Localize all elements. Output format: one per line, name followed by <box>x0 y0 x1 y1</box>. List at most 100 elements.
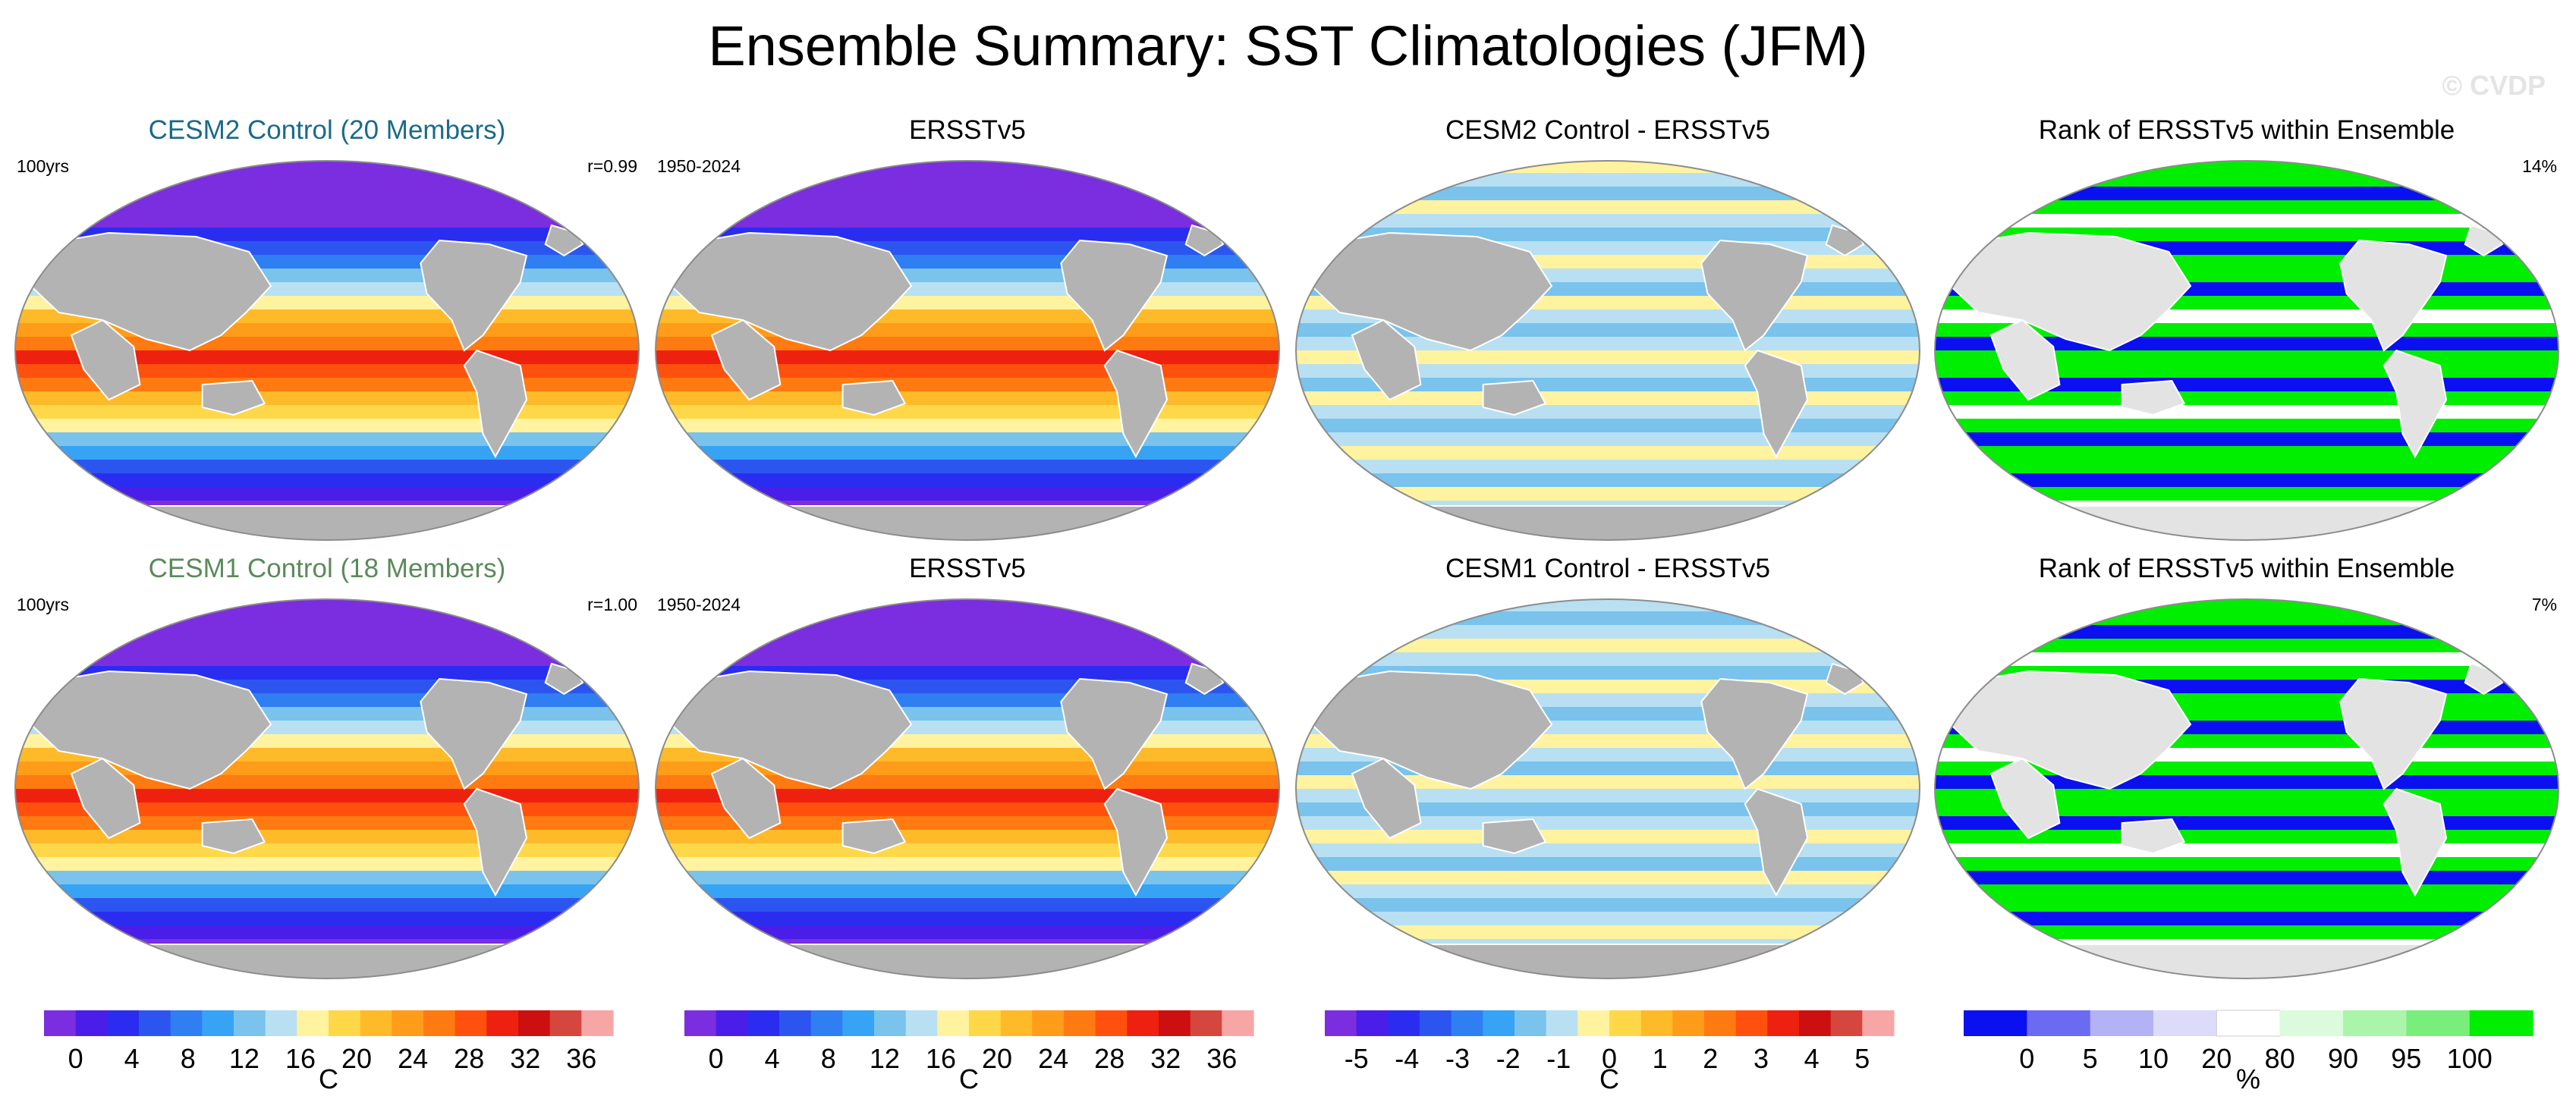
colorbar-tick-label: 16 <box>285 1043 316 1074</box>
panel-title: CESM2 Control (20 Members) <box>148 115 506 145</box>
colorbar-tick-label: 12 <box>870 1043 900 1074</box>
colorbar-swatch <box>202 1010 234 1036</box>
colorbar-swatch <box>297 1010 329 1036</box>
colorbar-swatch <box>75 1010 108 1036</box>
panel-left-label: 1950-2024 <box>657 595 741 614</box>
map-panel-rank <box>1933 598 2560 980</box>
map-boundary <box>655 160 1280 541</box>
panel-left-label: 100yrs <box>17 595 70 614</box>
colorbar-swatch <box>1964 1010 2027 1036</box>
land-mask <box>1935 224 2559 540</box>
ocean-field <box>1296 599 1920 978</box>
colorbar-tick-label: 4 <box>124 1043 140 1074</box>
colorbar-swatch <box>486 1010 519 1036</box>
colorbar-swatch <box>1735 1010 1768 1036</box>
land-mask <box>15 224 639 540</box>
ocean-field <box>656 161 1279 540</box>
land-mask <box>1296 662 1920 978</box>
land-mask <box>656 224 1279 540</box>
colorbar-tick-label: 5 <box>1854 1043 1870 1074</box>
colorbar-swatch <box>2090 1010 2154 1036</box>
colorbar-swatch <box>2406 1010 2471 1036</box>
colorbar-tick-label: 5 <box>2083 1043 2098 1074</box>
colorbar-swatch <box>1222 1010 1254 1036</box>
colorbar-tick-label: 90 <box>2328 1043 2358 1074</box>
colorbar-tick-label: 8 <box>181 1043 196 1074</box>
colorbar-swatch <box>1064 1010 1096 1036</box>
colorbar-swatch <box>747 1010 780 1036</box>
figure-title: Ensemble Summary: SST Climatologies (JFM… <box>708 14 1868 77</box>
colorbar-2: -5 -4 -3 -2 -1 0 1 2 3 4 5 <box>1310 1009 1909 1096</box>
panel-title: CESM1 Control (18 Members) <box>148 554 506 583</box>
colorbar-swatch <box>518 1010 551 1036</box>
world-map <box>655 598 1280 979</box>
map-panel-diff <box>1294 598 1921 980</box>
colorbar-swatch <box>1356 1010 1389 1036</box>
colorbar-swatch <box>454 1010 487 1036</box>
map-boundary <box>1934 160 2559 541</box>
colorbar-swatch <box>1672 1010 1705 1036</box>
panel-title: CESM2 Control - ERSSTv5 <box>1445 115 1770 145</box>
colorbar-tick-label: 36 <box>566 1043 596 1074</box>
colorbar-tick-label: 1 <box>1653 1043 1668 1074</box>
colorbar-swatch <box>423 1010 456 1036</box>
colorbar-units: C <box>959 1063 979 1095</box>
colorbar-swatch <box>1514 1010 1547 1036</box>
colorbar: 0 4 8 12 16 20 24 28 32 36 <box>44 1010 614 1074</box>
colorbar-swatch <box>107 1010 140 1036</box>
colorbar-swatch <box>2279 1010 2344 1036</box>
colorbar-swatch <box>44 1010 77 1036</box>
colorbar-swatch <box>1000 1010 1033 1036</box>
colorbar-swatch <box>1862 1010 1895 1036</box>
colorbar-swatch <box>265 1010 297 1036</box>
colorbar-swatch <box>329 1010 361 1036</box>
colorbar-swatch <box>716 1010 748 1036</box>
map-boundary <box>14 598 640 979</box>
colorbar-tick-label: 80 <box>2265 1043 2295 1074</box>
colorbar-units: C <box>319 1063 338 1095</box>
world-map <box>1934 160 2559 541</box>
colorbar-tick-label: 0 <box>2019 1043 2034 1074</box>
land-mask <box>15 662 639 978</box>
map-panel-sst <box>654 598 1281 980</box>
map-panel-sst <box>654 159 1281 542</box>
panel-left-label: 100yrs <box>17 156 70 176</box>
colorbar-tick-label: -5 <box>1345 1043 1369 1074</box>
land-mask <box>656 662 1279 978</box>
colorbar-tick-label: 36 <box>1206 1043 1237 1074</box>
colorbar-swatch <box>684 1010 717 1036</box>
colorbar-swatch <box>139 1010 171 1036</box>
colorbar-tick-label: 28 <box>1094 1043 1124 1074</box>
colorbar-tick-label: 12 <box>229 1043 259 1074</box>
colorbar-tick-label: -3 <box>1445 1043 1470 1074</box>
colorbar-swatch <box>1546 1010 1578 1036</box>
colorbar-swatch <box>581 1010 614 1036</box>
map-panel-diff <box>1294 159 1921 542</box>
colorbar-tick-label: 2 <box>1703 1043 1718 1074</box>
panel-title: ERSSTv5 <box>909 115 1026 145</box>
map-boundary <box>1295 598 1920 979</box>
ocean-field <box>15 161 639 540</box>
map-boundary <box>1934 598 2559 979</box>
panel-right-label: r=1.00 <box>587 595 637 614</box>
ocean-field <box>15 599 639 978</box>
panel-left-label: 1950-2024 <box>657 156 741 176</box>
ocean-field <box>1296 161 1920 540</box>
colorbar-tick-label: 8 <box>821 1043 836 1074</box>
colorbar-tick-label: 95 <box>2391 1043 2421 1074</box>
colorbar-tick-label: 0 <box>1602 1043 1617 1074</box>
colorbar: 0 5 10 20 80 90 95 100 <box>1964 1010 2534 1074</box>
map-panel-rank <box>1933 159 2560 542</box>
colorbar-swatch <box>1704 1010 1737 1036</box>
map-boundary <box>14 160 640 541</box>
colorbar-swatch <box>2343 1010 2407 1036</box>
colorbar-tick-label: -2 <box>1496 1043 1521 1074</box>
map-panel-sst <box>14 159 640 542</box>
colorbar-tick-label: 32 <box>510 1043 540 1074</box>
colorbar-tick-label: 28 <box>454 1043 484 1074</box>
colorbar-tick-label: -1 <box>1546 1043 1571 1074</box>
colorbar-swatch <box>969 1010 1002 1036</box>
colorbar-swatch <box>1799 1010 1832 1036</box>
colorbar-tick-label: 3 <box>1754 1043 1769 1074</box>
panel-right-label: r=0.99 <box>587 156 637 176</box>
